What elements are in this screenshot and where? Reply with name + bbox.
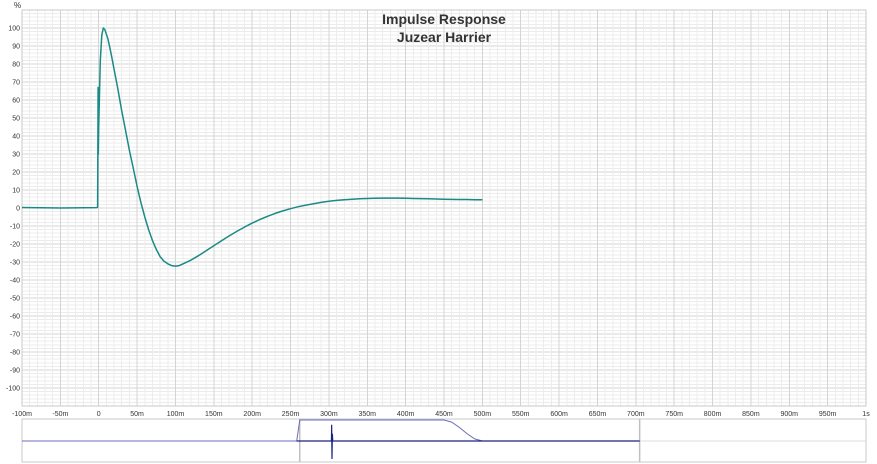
y-tick-label: -80 xyxy=(10,350,20,357)
x-tick-label: 250m xyxy=(282,411,300,418)
chart-title: Impulse Response xyxy=(382,11,506,27)
series-layer xyxy=(21,27,483,267)
grid xyxy=(21,9,867,407)
y-axis-tick-labels: 1009080706050403020100-10-20-30-40-50-60… xyxy=(6,26,20,393)
x-tick-label: 650m xyxy=(589,411,607,418)
x-tick-label: 950m xyxy=(819,411,837,418)
y-tick-label: 0 xyxy=(16,206,20,213)
x-tick-label: -50m xyxy=(52,411,68,418)
x-tick-label: 500m xyxy=(474,411,492,418)
x-tick-label: 200m xyxy=(243,411,261,418)
y-tick-label: 50 xyxy=(12,116,20,123)
y-tick-label: -70 xyxy=(10,332,20,339)
y-tick-label: -30 xyxy=(10,260,20,267)
y-tick-label: -100 xyxy=(6,386,20,393)
x-tick-label: 900m xyxy=(781,411,799,418)
x-tick-label: 850m xyxy=(742,411,760,418)
y-tick-label: 90 xyxy=(12,44,20,51)
x-tick-label: 400m xyxy=(397,411,415,418)
x-tick-label: 600m xyxy=(550,411,568,418)
x-tick-label: 50m xyxy=(130,411,144,418)
y-tick-label: 60 xyxy=(12,98,20,105)
x-tick-label: 700m xyxy=(627,411,645,418)
y-tick-label: -50 xyxy=(10,296,20,303)
x-tick-label: 350m xyxy=(359,411,377,418)
x-tick-label: 150m xyxy=(205,411,223,418)
y-tick-label: 20 xyxy=(12,170,20,177)
y-axis-unit-label: % xyxy=(14,1,21,10)
x-axis-tick-labels: -100m -50m 0 50m 100m 150m 200m 250m 300m 350m 400… xyxy=(12,411,870,418)
overview-window-curve xyxy=(22,419,640,442)
y-tick-label: 70 xyxy=(12,80,20,87)
impulse-response-line xyxy=(21,27,483,267)
x-tick-label: -100m xyxy=(12,411,32,418)
y-tick-label: -40 xyxy=(10,278,20,285)
y-tick-label: 30 xyxy=(12,152,20,159)
x-tick-label: 450m xyxy=(435,411,453,418)
y-tick-label: 100 xyxy=(8,26,20,33)
y-tick-label: 10 xyxy=(12,188,20,195)
chart-subtitle: Juzear Harrier xyxy=(397,29,492,45)
x-tick-label: 0 xyxy=(97,411,101,418)
y-tick-label: 80 xyxy=(12,62,20,69)
y-tick-label: -10 xyxy=(10,224,20,231)
y-tick-label: -90 xyxy=(10,368,20,375)
x-tick-label: 750m xyxy=(665,411,683,418)
x-tick-label: 100m xyxy=(167,411,185,418)
x-tick-label: 550m xyxy=(512,411,530,418)
y-tick-label: 40 xyxy=(12,134,20,141)
overview-impulse-trace xyxy=(296,424,640,460)
y-tick-label: -60 xyxy=(10,314,20,321)
overview-strip[interactable] xyxy=(21,418,867,463)
x-tick-label: 800m xyxy=(704,411,722,418)
x-tick-label: 300m xyxy=(320,411,338,418)
x-tick-label: 1s xyxy=(862,411,870,418)
y-tick-label: -20 xyxy=(10,242,20,249)
